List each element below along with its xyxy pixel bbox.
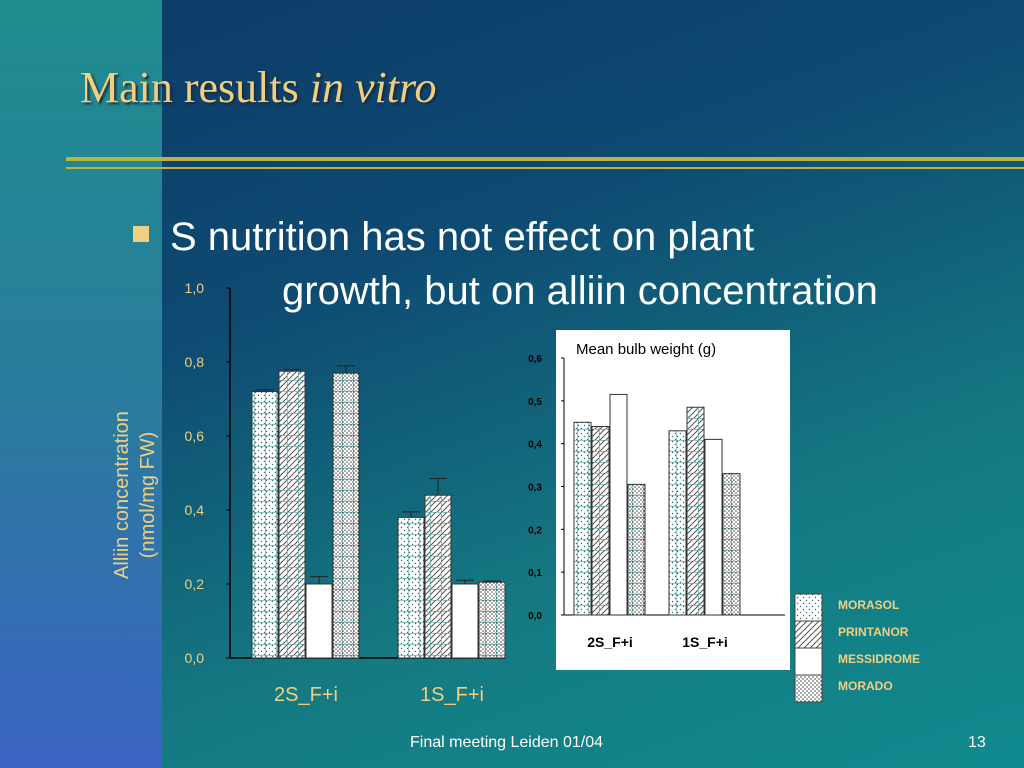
title-rule-thin — [66, 167, 1024, 169]
footer-text: Final meeting Leiden 01/04 — [410, 734, 604, 751]
title-rule-thick — [66, 157, 1024, 161]
alliin-chart: Alliin concentration (nmol/mg FW) 0,0 0,2… — [111, 280, 506, 706]
alliin-y-tick-label: 0,6 — [185, 428, 205, 444]
left-color-band — [0, 0, 162, 768]
bullet-line-1: S nutrition has not effect on plant — [170, 215, 755, 259]
title-main: Main results — [80, 63, 299, 112]
bulb-chart-title: Mean bulb weight (g) — [576, 341, 716, 358]
bulb-bar-morasol-1s-f-i — [668, 430, 687, 616]
title-italic: in vitro — [309, 63, 437, 112]
alliin-y-tick-label: 0,8 — [185, 354, 205, 370]
alliin-bar-messidrome-2s-f-i — [305, 583, 333, 659]
bulb-x-tick-label: 1S_F+i — [682, 634, 728, 650]
bulb-bar-messidrome-2s-f-i — [609, 393, 628, 616]
alliin-bar-morasol-1s-f-i — [397, 516, 425, 659]
bulb-tick-labels: 0,0 0,1 0,2 0,3 0,4 0,5 0,6 2S_F+i 1S_F+i — [528, 354, 728, 650]
alliin-y-axis-label: Alliin concentration (nmol/mg FW) — [111, 411, 159, 579]
alliin-y-tick-label: 0,4 — [185, 502, 205, 518]
alliin-bar-morasol-2s-f-i — [251, 391, 279, 659]
bulb-y-tick-label: 0,2 — [528, 525, 542, 536]
bullet-text: S nutrition has not effect on plant grow… — [170, 210, 990, 318]
alliin-bars — [251, 365, 506, 659]
bulb-bars — [573, 393, 741, 616]
legend-swatch-morado — [794, 674, 823, 703]
legend-label-printanor: PRINTANOR — [838, 625, 909, 639]
alliin-x-tick-label: 2S_F+i — [274, 684, 338, 706]
alliin-x-tick-label: 1S_F+i — [420, 684, 484, 706]
alliin-bar-morado-1s-f-i — [478, 581, 506, 659]
alliin-bar-printanor-2s-f-i — [278, 370, 306, 659]
legend-swatch-printanor — [794, 620, 823, 649]
legend-swatch-morasol — [794, 593, 823, 622]
alliin-y-tick-label: 1,0 — [185, 280, 205, 296]
bulb-bar-morado-1s-f-i — [722, 473, 741, 616]
alliin-tick-labels: 0,0 0,2 0,4 0,6 0,8 1,0 2S_F+i 1S_F+i — [185, 280, 484, 706]
legend-label-morado: MORADO — [838, 679, 893, 693]
page-number: 13 — [968, 734, 986, 751]
bulb-y-tick-label: 0,1 — [528, 568, 542, 579]
bulb-bar-morado-2s-f-i — [627, 483, 646, 616]
legend: MORASOL PRINTANOR MESSIDROME MORADO — [794, 593, 920, 703]
bulb-bar-printanor-1s-f-i — [686, 406, 705, 616]
legend-label-morasol: MORASOL — [838, 598, 899, 612]
legend-swatch-messidrome — [794, 647, 823, 676]
bulb-x-tick-label: 2S_F+i — [587, 634, 633, 650]
alliin-bar-messidrome-1s-f-i — [451, 583, 479, 659]
bulb-bar-printanor-2s-f-i — [591, 426, 610, 616]
bullet-line-2: growth, but on alliin concentration — [282, 269, 878, 313]
bulb-bar-messidrome-1s-f-i — [704, 438, 723, 616]
alliin-bar-printanor-1s-f-i — [424, 494, 452, 659]
alliin-y-label-line1: Alliin concentration — [111, 411, 133, 579]
alliin-y-tick-label: 0,2 — [185, 576, 205, 592]
legend-items: MORASOL PRINTANOR MESSIDROME MORADO — [794, 593, 920, 703]
bulb-weight-chart: Mean bulb weight (g) 0,00,10,20,30,40,50… — [528, 330, 790, 670]
bullet-square-icon — [133, 226, 149, 242]
bulb-y-tick-label: 0,6 — [528, 354, 542, 365]
alliin-y-label-line2: (nmol/mg FW) — [137, 432, 159, 559]
bulb-bar-morasol-2s-f-i — [573, 421, 592, 616]
bulb-y-tick-label: 0,0 — [528, 611, 542, 622]
bulb-y-tick-label: 0,3 — [528, 483, 542, 494]
bulb-y-tick-label: 0,5 — [528, 397, 542, 408]
legend-label-messidrome: MESSIDROME — [838, 652, 920, 666]
slide-title: Main results in vitro — [80, 62, 436, 113]
bulb-y-tick-label: 0,4 — [528, 440, 542, 451]
alliin-y-tick-label: 0,0 — [185, 650, 205, 666]
alliin-bar-morado-2s-f-i — [332, 372, 360, 659]
